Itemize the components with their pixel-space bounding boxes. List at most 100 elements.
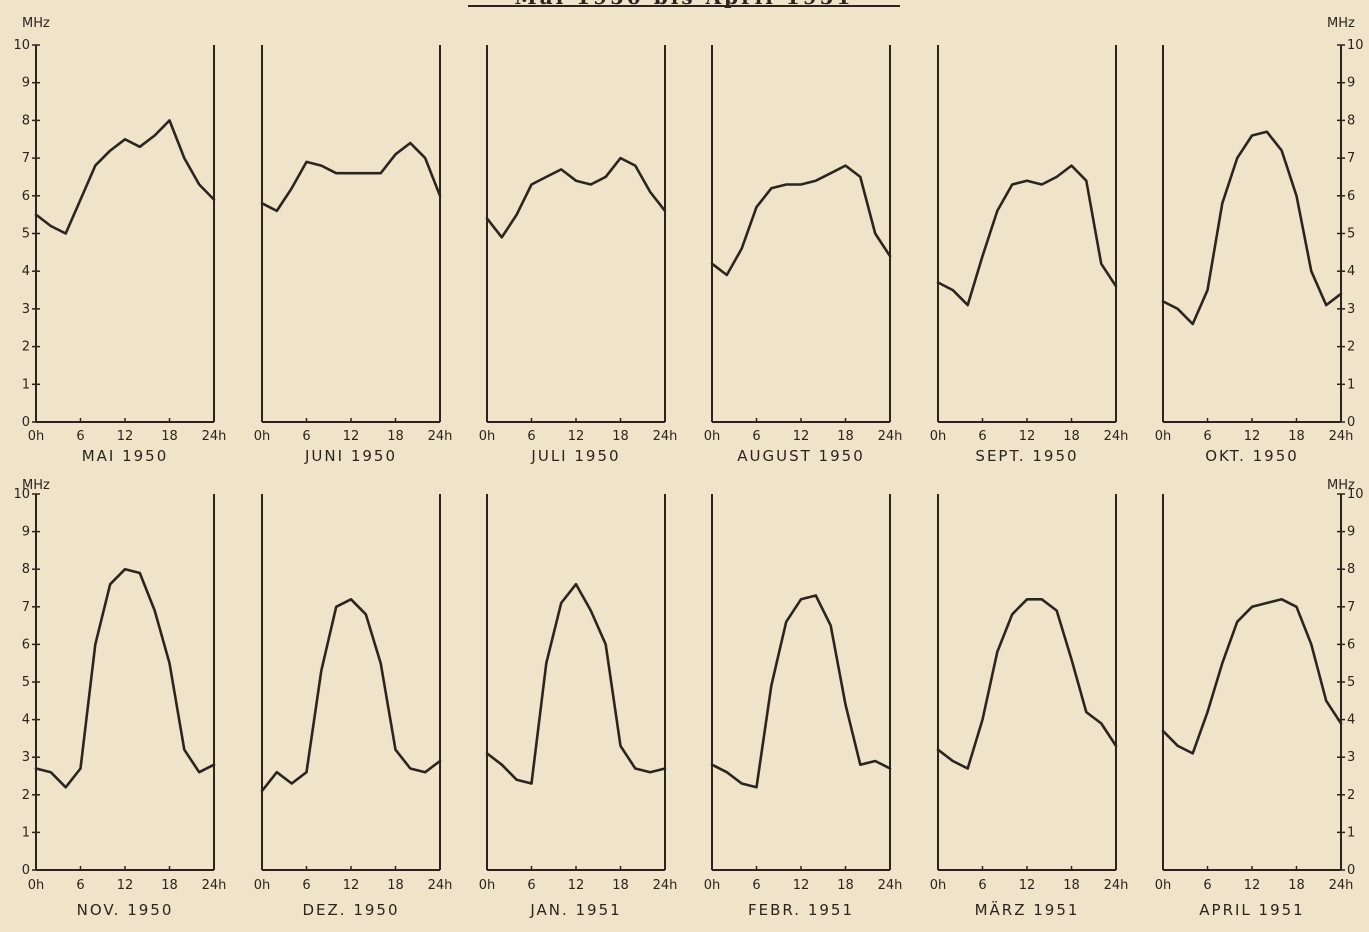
y-tick-label: 9 xyxy=(1347,76,1355,91)
x-tick-label: 12 xyxy=(568,878,585,893)
x-tick-label: 18 xyxy=(1288,878,1305,893)
x-tick-label: 0h xyxy=(930,429,947,444)
y-tick-label: 1 xyxy=(1347,825,1355,840)
x-tick-label: 6 xyxy=(302,878,310,893)
panel-9: 0h 6 12 18 24h FEBR. 1951 xyxy=(704,494,902,919)
x-tick-label: 6 xyxy=(978,429,986,444)
y-tick-label: 1 xyxy=(1347,377,1355,392)
x-tick-label: 24h xyxy=(428,429,453,444)
x-tick-label: 18 xyxy=(837,878,854,893)
y-tick-label: 2 xyxy=(22,788,30,803)
y-tick-label: 4 xyxy=(1347,713,1355,728)
y-tick-label: 8 xyxy=(1347,562,1355,577)
y-tick-label: 4 xyxy=(22,264,30,279)
panel-title: MAI 1950 xyxy=(82,447,169,465)
y-tick-label: 10 xyxy=(13,487,30,502)
series-line xyxy=(936,164,1118,307)
panel-title: JULI 1950 xyxy=(530,447,620,465)
panel-2: 0h 6 12 18 24h JULI 1950 xyxy=(479,45,678,465)
y-tick-label: 8 xyxy=(22,113,30,128)
series-line xyxy=(1161,598,1343,755)
y-tick-label: 7 xyxy=(1347,600,1355,615)
panel-4: 0h 6 12 18 24h SEPT. 1950 xyxy=(930,45,1129,465)
figure-header: Mai 1950 bis April 1951 xyxy=(515,0,854,9)
x-tick-label: 18 xyxy=(837,429,854,444)
y-tick-label: 6 xyxy=(1347,637,1355,652)
series-line xyxy=(936,598,1118,770)
x-tick-label: 24h xyxy=(202,878,227,893)
y-tick-label: 2 xyxy=(22,340,30,355)
series-line xyxy=(485,156,667,239)
x-tick-label: 6 xyxy=(1203,878,1211,893)
y-tick-label: 1 xyxy=(22,377,30,392)
x-tick-label: 18 xyxy=(387,878,404,893)
x-tick-label: 24h xyxy=(653,429,678,444)
y-tick-label: 4 xyxy=(22,713,30,728)
y-tick-label: 7 xyxy=(1347,151,1355,166)
y-tick-label: 6 xyxy=(1347,189,1355,204)
x-tick-label: 18 xyxy=(1063,878,1080,893)
panel-title: JAN. 1951 xyxy=(529,901,621,919)
panel-8: 0h 6 12 18 24h JAN. 1951 xyxy=(479,494,678,919)
x-tick-label: 12 xyxy=(793,429,810,444)
series-line xyxy=(260,141,442,213)
panel-title: FEBR. 1951 xyxy=(748,901,854,919)
x-tick-label: 0h xyxy=(28,429,45,444)
y-tick-label: 6 xyxy=(22,637,30,652)
x-tick-label: 24h xyxy=(1104,429,1129,444)
x-tick-label: 0h xyxy=(28,878,45,893)
x-tick-label: 18 xyxy=(1063,429,1080,444)
y-tick-label: 0 xyxy=(1347,863,1355,878)
y-tick-label: 5 xyxy=(22,227,30,242)
panel-title: MÄRZ 1951 xyxy=(975,900,1080,919)
y-axis-unit: MHz xyxy=(1327,478,1355,493)
y-tick-label: 9 xyxy=(1347,525,1355,540)
panel-title: APRIL 1951 xyxy=(1199,901,1304,919)
series-line xyxy=(485,582,667,785)
x-tick-label: 6 xyxy=(752,429,760,444)
y-tick-label: 0 xyxy=(22,415,30,430)
x-tick-label: 24h xyxy=(653,878,678,893)
x-tick-label: 6 xyxy=(76,878,84,893)
x-tick-label: 0h xyxy=(479,878,496,893)
panel-title: NOV. 1950 xyxy=(77,901,174,919)
x-tick-label: 6 xyxy=(302,429,310,444)
x-tick-label: 18 xyxy=(612,429,629,444)
x-tick-label: 12 xyxy=(343,878,360,893)
y-tick-label: 7 xyxy=(22,151,30,166)
y-tick-label: 0 xyxy=(22,863,30,878)
y-tick-label: 0 xyxy=(1347,415,1355,430)
y-axis-unit: MHz xyxy=(1327,16,1355,31)
panel-title: JUNI 1950 xyxy=(304,447,397,465)
x-tick-label: 12 xyxy=(117,878,134,893)
x-tick-label: 24h xyxy=(1329,429,1354,444)
y-tick-label: 8 xyxy=(22,562,30,577)
x-tick-label: 24h xyxy=(428,878,453,893)
x-tick-label: 0h xyxy=(704,429,721,444)
panel-7: 0h 6 12 18 24h DEZ. 1950 xyxy=(254,494,453,919)
series-line xyxy=(1161,130,1343,326)
y-tick-label: 1 xyxy=(22,825,30,840)
y-tick-label: 10 xyxy=(1347,487,1364,502)
x-tick-label: 12 xyxy=(568,429,585,444)
panel-title: DEZ. 1950 xyxy=(302,901,399,919)
series-line xyxy=(260,598,442,793)
x-tick-label: 6 xyxy=(1203,429,1211,444)
x-tick-label: 0h xyxy=(254,878,271,893)
y-tick-label: 4 xyxy=(1347,264,1355,279)
y-axis-unit: MHz xyxy=(22,16,50,31)
series-line xyxy=(34,567,216,789)
panel-title: AUGUST 1950 xyxy=(737,447,864,465)
series-line xyxy=(710,164,892,277)
y-tick-label: 3 xyxy=(22,302,30,317)
x-tick-label: 12 xyxy=(1244,878,1261,893)
x-tick-label: 6 xyxy=(527,429,535,444)
series-line xyxy=(710,594,892,789)
x-tick-label: 12 xyxy=(117,429,134,444)
x-tick-label: 6 xyxy=(76,429,84,444)
